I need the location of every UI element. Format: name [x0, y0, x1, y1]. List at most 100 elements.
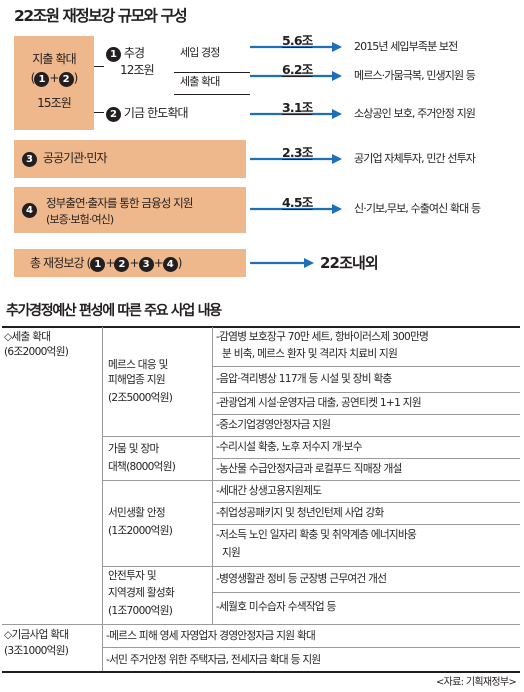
table-item: -농산물 수급안정자금과 로컬푸드 직매장 개설	[216, 463, 402, 475]
supplementary-budget-amount: 12조원	[120, 63, 155, 77]
group-name: 안전투자 및	[108, 570, 157, 582]
table-bottom-rule	[2, 671, 520, 673]
row-label-text: 기금 한도확대	[123, 106, 189, 120]
table-item: -취업성공패키지 및 청년인턴제 사업 강화	[216, 507, 384, 519]
spending-expansion-amount: 15조원	[37, 96, 72, 110]
group-divider	[102, 480, 520, 481]
arrow-head-icon	[332, 109, 342, 119]
table-item: 분 비축, 메르스 환자 및 격리자 치료비 지원	[222, 348, 398, 360]
section-amount: (3조1000억원)	[4, 645, 69, 657]
arrow-head-icon	[332, 204, 342, 214]
row-label: 2 기금 한도확대	[106, 106, 189, 122]
circle-number-1: 1	[34, 72, 50, 87]
close-paren: )	[177, 256, 183, 270]
group-name: 피해업종 지원	[108, 374, 166, 386]
table-item: -중소기업경영안정자금 지원	[216, 419, 331, 431]
group-amount: (2조5000억원)	[108, 392, 173, 404]
value-2-3: 2.3조	[282, 145, 313, 160]
table-item: -서민 주거안정 위한 주택자금, 전세자금 확대 등 지원	[106, 654, 321, 666]
table-item: -저소득 노인 일자리 확충 및 취약계층 에너지바웅	[216, 529, 417, 541]
row-divider	[212, 392, 520, 393]
row-result: 메르스·가뭄극복, 민생지원 등	[354, 69, 476, 82]
table-item: -음압·격리병상 117개 등 시설 및 장비 확충	[216, 373, 392, 385]
plus-sign: +	[153, 256, 164, 270]
circle-number-2: 2	[58, 72, 74, 87]
group-name: 가뭄 및 장마	[108, 443, 159, 455]
arrow-head-icon	[332, 71, 342, 81]
row-divider	[212, 524, 520, 525]
row-result: 소상공인 보호, 주거안정 지원	[354, 107, 476, 120]
section-name: ◇기금사업 확대	[4, 629, 69, 641]
group-divider	[102, 566, 520, 567]
connector-line	[94, 66, 104, 67]
supp-label-line1: 추경	[123, 46, 145, 60]
row-label: 정부출연·출자를 통한 금융성 지원	[46, 196, 193, 210]
plus-sign: +	[49, 71, 59, 85]
row-divider	[212, 592, 520, 593]
row-label: 3 공공기관·민자	[22, 151, 108, 167]
row-label-text: 공공기관·민자	[42, 151, 108, 165]
public-institutions-box	[14, 140, 246, 178]
connector-line	[174, 72, 250, 73]
circle-number-3: 3	[22, 152, 37, 167]
spending-expansion-formula: (1 +2)	[30, 71, 78, 87]
arrow-head-icon	[332, 42, 342, 52]
circle-number-4: 4	[162, 257, 178, 272]
row-divider	[212, 502, 520, 503]
circle-number-1: 1	[90, 257, 106, 272]
circle-number-3: 3	[138, 257, 154, 272]
row-divider	[102, 647, 520, 648]
row-label-sub: (보증·보험·여신)	[46, 213, 114, 226]
circle-number-2: 2	[106, 107, 121, 122]
diagram-title: 22조원 재정보강 규모와 구성	[14, 7, 188, 25]
table-item: -세대간 상생고용지원제도	[216, 485, 322, 497]
total-label-text: 총 재정보강 (	[30, 256, 91, 270]
table-item: -감염병 보호장구 70만 세트, 항바이러스제 300만명	[216, 331, 429, 343]
section-name: ◇세출 확대	[4, 331, 51, 343]
group-name: 지역경제 활성화	[108, 587, 175, 599]
value-3-1: 3.1조	[282, 100, 313, 115]
arrows-layer	[250, 42, 342, 268]
total-label: 총 재정보강 (1 +2 +3 +4)	[30, 256, 182, 272]
spending-expansion-title: 지출 확대	[32, 52, 76, 66]
row-label: 세입 경정	[180, 46, 220, 59]
circle-number-4: 4	[22, 203, 37, 218]
group-amount: (1조7000억원)	[108, 605, 173, 617]
table-item: -관광업계 시설·운영자금 대출, 공연티켓 1+1 지원	[216, 397, 422, 409]
row-divider	[212, 366, 520, 367]
table-item: 지원	[222, 547, 241, 559]
table-item: -메르스 피해 영세 자영업자 경영안정자금 지원 확대	[106, 630, 316, 642]
table-item: -병영생활관 정비 등 군장병 근무여건 개선	[216, 573, 387, 585]
row-result: 2015년 세입부족분 보전	[354, 40, 458, 53]
plus-sign: +	[105, 256, 115, 270]
total-box	[14, 249, 246, 277]
supplementary-budget-label: 1 추경	[106, 46, 145, 62]
section-amount: (6조2000억원)	[4, 346, 69, 358]
circle-number-1: 1	[106, 47, 121, 62]
source-note: <자료: 기획재정부>	[436, 677, 517, 688]
group-amount: (1조2000억원)	[108, 525, 173, 537]
row-divider	[212, 414, 520, 415]
connector-line	[94, 112, 104, 113]
row-label: 세출 확대	[180, 75, 220, 88]
value-5-6: 5.6조	[282, 33, 313, 48]
value-4-5: 4.5조	[282, 195, 313, 210]
column-divider	[102, 624, 103, 671]
value-6-2: 6.2조	[282, 62, 313, 77]
column-divider	[212, 327, 213, 624]
table-item: -수리시설 확충, 노후 저수지 개·보수	[216, 441, 362, 453]
column-divider	[102, 327, 103, 624]
row-divider	[212, 458, 520, 459]
arrow-head-icon	[332, 154, 342, 164]
group-divider	[102, 436, 520, 437]
connector-line	[174, 94, 250, 95]
financial-support-box	[14, 187, 246, 233]
row-result: 공기업 자체투자, 민간 선투자	[354, 152, 476, 165]
group-name: 서민생활 안정	[108, 507, 166, 519]
row-result: 신·기보,무보, 수출여신 확대 등	[354, 202, 481, 215]
section-divider	[2, 624, 520, 625]
circle-number-2: 2	[114, 257, 130, 272]
group-amount: 대책(8000억원)	[108, 461, 176, 473]
arrow-head-icon	[304, 258, 314, 268]
plus-sign: +	[129, 256, 139, 270]
